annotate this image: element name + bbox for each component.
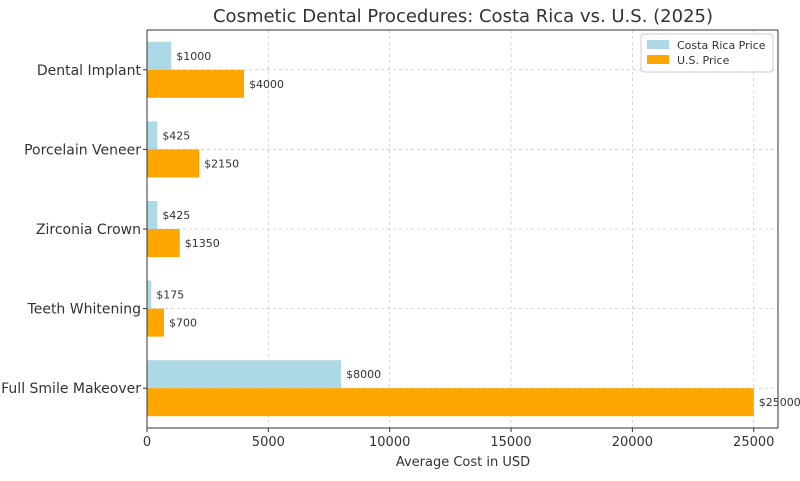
legend: Costa Rica Price U.S. Price xyxy=(640,33,774,73)
bar-us xyxy=(147,388,754,417)
bar-us xyxy=(147,149,200,178)
bar-value-label: $425 xyxy=(162,129,190,142)
y-tick-label: Dental Implant xyxy=(37,63,142,79)
bar-value-label: $700 xyxy=(169,317,197,330)
legend-label: U.S. Price xyxy=(677,54,730,67)
x-tick-label: 15000 xyxy=(490,435,531,450)
y-tick-label: Porcelain Veneer xyxy=(24,142,141,158)
data-labels: $1000 $4000 $425 $2150 $425 $1350 $175 $700 $800… xyxy=(156,50,800,409)
axes xyxy=(143,29,779,432)
legend-swatch xyxy=(647,40,669,49)
bar-value-label: $8000 xyxy=(346,368,381,381)
bar-value-label: $2150 xyxy=(204,157,239,170)
legend-box xyxy=(640,33,774,73)
bar-value-label: $175 xyxy=(156,289,184,302)
bar-us xyxy=(147,69,245,98)
bar-value-label: $1000 xyxy=(176,50,211,63)
bar-costa-rica xyxy=(147,280,152,309)
chart-title: Cosmetic Dental Procedures: Costa Rica v… xyxy=(213,6,713,27)
bar-costa-rica xyxy=(147,360,342,389)
bar-value-label: $1350 xyxy=(185,237,220,250)
legend-swatch xyxy=(647,55,669,64)
bar-value-label: $25000 xyxy=(759,396,800,409)
bar-us xyxy=(147,229,180,257)
y-tick-label: Teeth Whitening xyxy=(27,302,141,318)
x-axis-label: Average Cost in USD xyxy=(396,455,530,470)
legend-label: Costa Rica Price xyxy=(677,39,766,52)
bar-us xyxy=(147,308,164,337)
x-tick-labels: 0 5000 10000 15000 20000 25000 xyxy=(143,435,775,450)
y-tick-label: Full Smile Makeover xyxy=(1,381,141,397)
x-tick-label: 0 xyxy=(143,435,151,450)
x-tick-label: 20000 xyxy=(612,435,653,450)
x-tick-label: 5000 xyxy=(252,435,285,450)
bar-costa-rica xyxy=(147,121,158,150)
bars xyxy=(147,41,754,417)
y-tick-label: Zirconia Crown xyxy=(36,222,141,238)
bar-value-label: $4000 xyxy=(249,78,284,91)
bar-costa-rica xyxy=(147,41,172,70)
bar-value-label: $425 xyxy=(162,209,190,222)
x-tick-label: 25000 xyxy=(733,435,774,450)
x-tick-label: 10000 xyxy=(369,435,410,450)
bar-costa-rica xyxy=(147,201,158,229)
y-tick-labels: Dental Implant Porcelain Veneer Zirconia C… xyxy=(1,63,141,397)
